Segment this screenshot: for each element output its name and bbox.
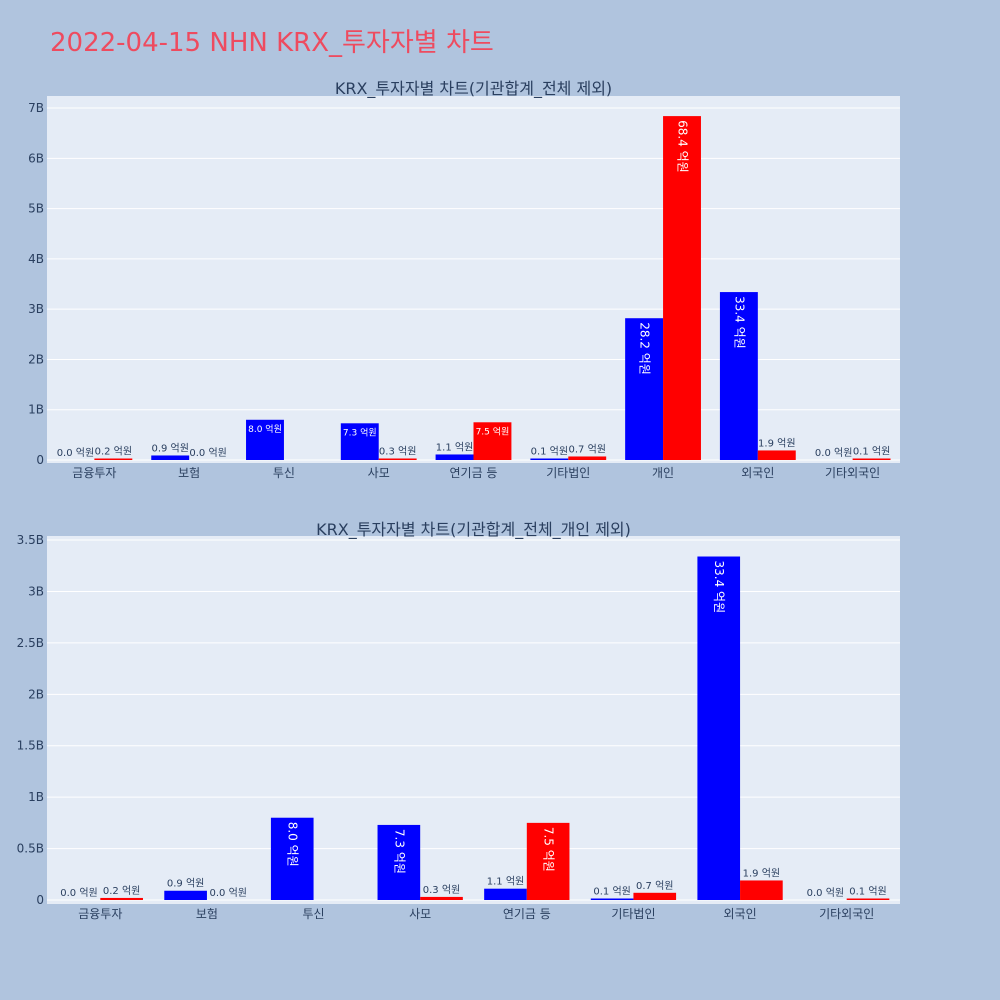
bar [719,292,758,460]
y-tick-label: 6B [28,151,44,165]
bar [377,824,421,900]
x-tick-label: 사모 [368,466,390,480]
x-tick-label: 개인 [652,466,674,480]
x-tick-label: 기타외국인 [825,466,880,480]
x-tick-label: 외국인 [724,907,757,921]
x-tick-label: 투신 [273,466,295,480]
x-tick-label: 연기금 등 [450,466,498,480]
x-tick-label: 기타외국인 [819,907,874,921]
bar-value-label: 0.0 억원 [189,447,226,459]
bar-value-label: 7.3 억원 [392,829,406,874]
y-tick-label: 1B [28,403,44,417]
bar-value-label: 7.5 억원 [476,425,510,437]
y-tick-label: 5B [28,202,44,216]
bar-value-label: 1.1 억원 [487,876,524,888]
x-tick-label: 연기금 등 [503,907,551,921]
y-tick-label: 2B [28,352,44,366]
bar-value-label: 0.0 억원 [807,887,844,899]
bar [435,454,474,460]
bar [378,458,417,460]
bar-value-label: 0.1 억원 [593,886,630,898]
bar-value-label: 0.2 억원 [95,446,132,458]
x-tick-label: 외국인 [741,466,774,480]
bar [100,897,143,900]
bar [473,422,512,460]
chart-title: KRX_투자자별 차트(기관합계_전체 제외) [335,79,612,99]
bar [484,888,527,900]
bar-value-label: 8.0 억원 [248,423,282,435]
bar-value-label: 7.5 억원 [542,827,556,872]
y-tick-label: 3B [28,302,44,316]
x-tick-label: 보험 [196,907,218,921]
bar-value-label: 33.4 억원 [712,561,726,614]
bar-value-label: 68.4 억원 [676,120,690,173]
bar [420,896,463,900]
bar-value-label: 0.1 억원 [849,886,886,898]
bar [94,458,133,460]
bar-value-label: 33.4 억원 [732,296,746,349]
x-tick-label: 보험 [178,466,200,480]
bar [852,458,891,460]
y-tick-label: 7B [28,101,44,115]
bar [846,898,890,900]
bar [663,116,701,460]
x-tick-label: 금융투자 [72,466,116,480]
bar-value-label: 1.9 억원 [743,867,780,879]
bar-value-label: 0.9 억원 [167,878,204,890]
bar-value-label: 0.7 억원 [636,880,673,892]
plot-area [47,536,900,904]
bar [590,898,634,900]
page-title: 2022-04-15 NHN KRX_투자자별 차트 [50,28,494,58]
bar-value-label: 7.3 억원 [343,426,377,438]
bar [526,822,570,900]
bar [151,455,190,460]
bar [340,423,379,460]
x-tick-label: 기타법인 [546,466,590,480]
y-tick-label: 3.5B [17,533,44,547]
bar [270,817,314,900]
bar [164,890,207,900]
bar-value-label: 1.9 억원 [758,437,795,449]
x-tick-label: 투신 [303,907,325,921]
bar [530,458,569,460]
bar-value-label: 0.0 억원 [210,887,247,899]
x-tick-label: 금융투자 [78,907,122,921]
bar-value-label: 0.2 억원 [103,885,140,897]
x-tick-label: 기타법인 [611,907,655,921]
chart-title: KRX_투자자별 차트(기관합계_전체_개인 제외) [316,520,631,540]
bar [740,880,783,900]
y-tick-label: 2.5B [17,636,44,650]
bar-value-label: 0.3 억원 [423,884,460,896]
bar-value-label: 0.1 억원 [853,446,890,458]
y-tick-label: 2B [28,687,44,701]
y-tick-label: 4B [28,252,44,266]
y-tick-label: 3B [28,584,44,598]
y-tick-label: 1.5B [17,739,44,753]
x-tick-label: 사모 [409,907,431,921]
bar [625,318,664,460]
bar-value-label: 8.0 억원 [286,822,300,867]
bar-value-label: 0.9 억원 [151,442,188,454]
bar-value-label: 0.0 억원 [60,887,97,899]
bar-value-label: 0.1 억원 [531,446,568,458]
bar [697,556,741,900]
y-tick-label: 0.5B [17,842,44,856]
bar [757,450,796,460]
bar-value-label: 0.0 억원 [57,447,94,459]
bar-value-label: 0.0 억원 [815,447,852,459]
y-tick-label: 0 [36,893,44,907]
bar-value-label: 28.2 억원 [638,322,652,375]
bar [246,419,284,460]
bar-value-label: 1.1 억원 [436,441,473,453]
bar-value-label: 0.3 억원 [379,445,416,457]
bar [633,892,677,900]
bar-value-label: 0.7 억원 [568,443,605,455]
y-tick-label: 0 [36,453,44,467]
bar [568,456,607,460]
y-tick-label: 1B [28,790,44,804]
